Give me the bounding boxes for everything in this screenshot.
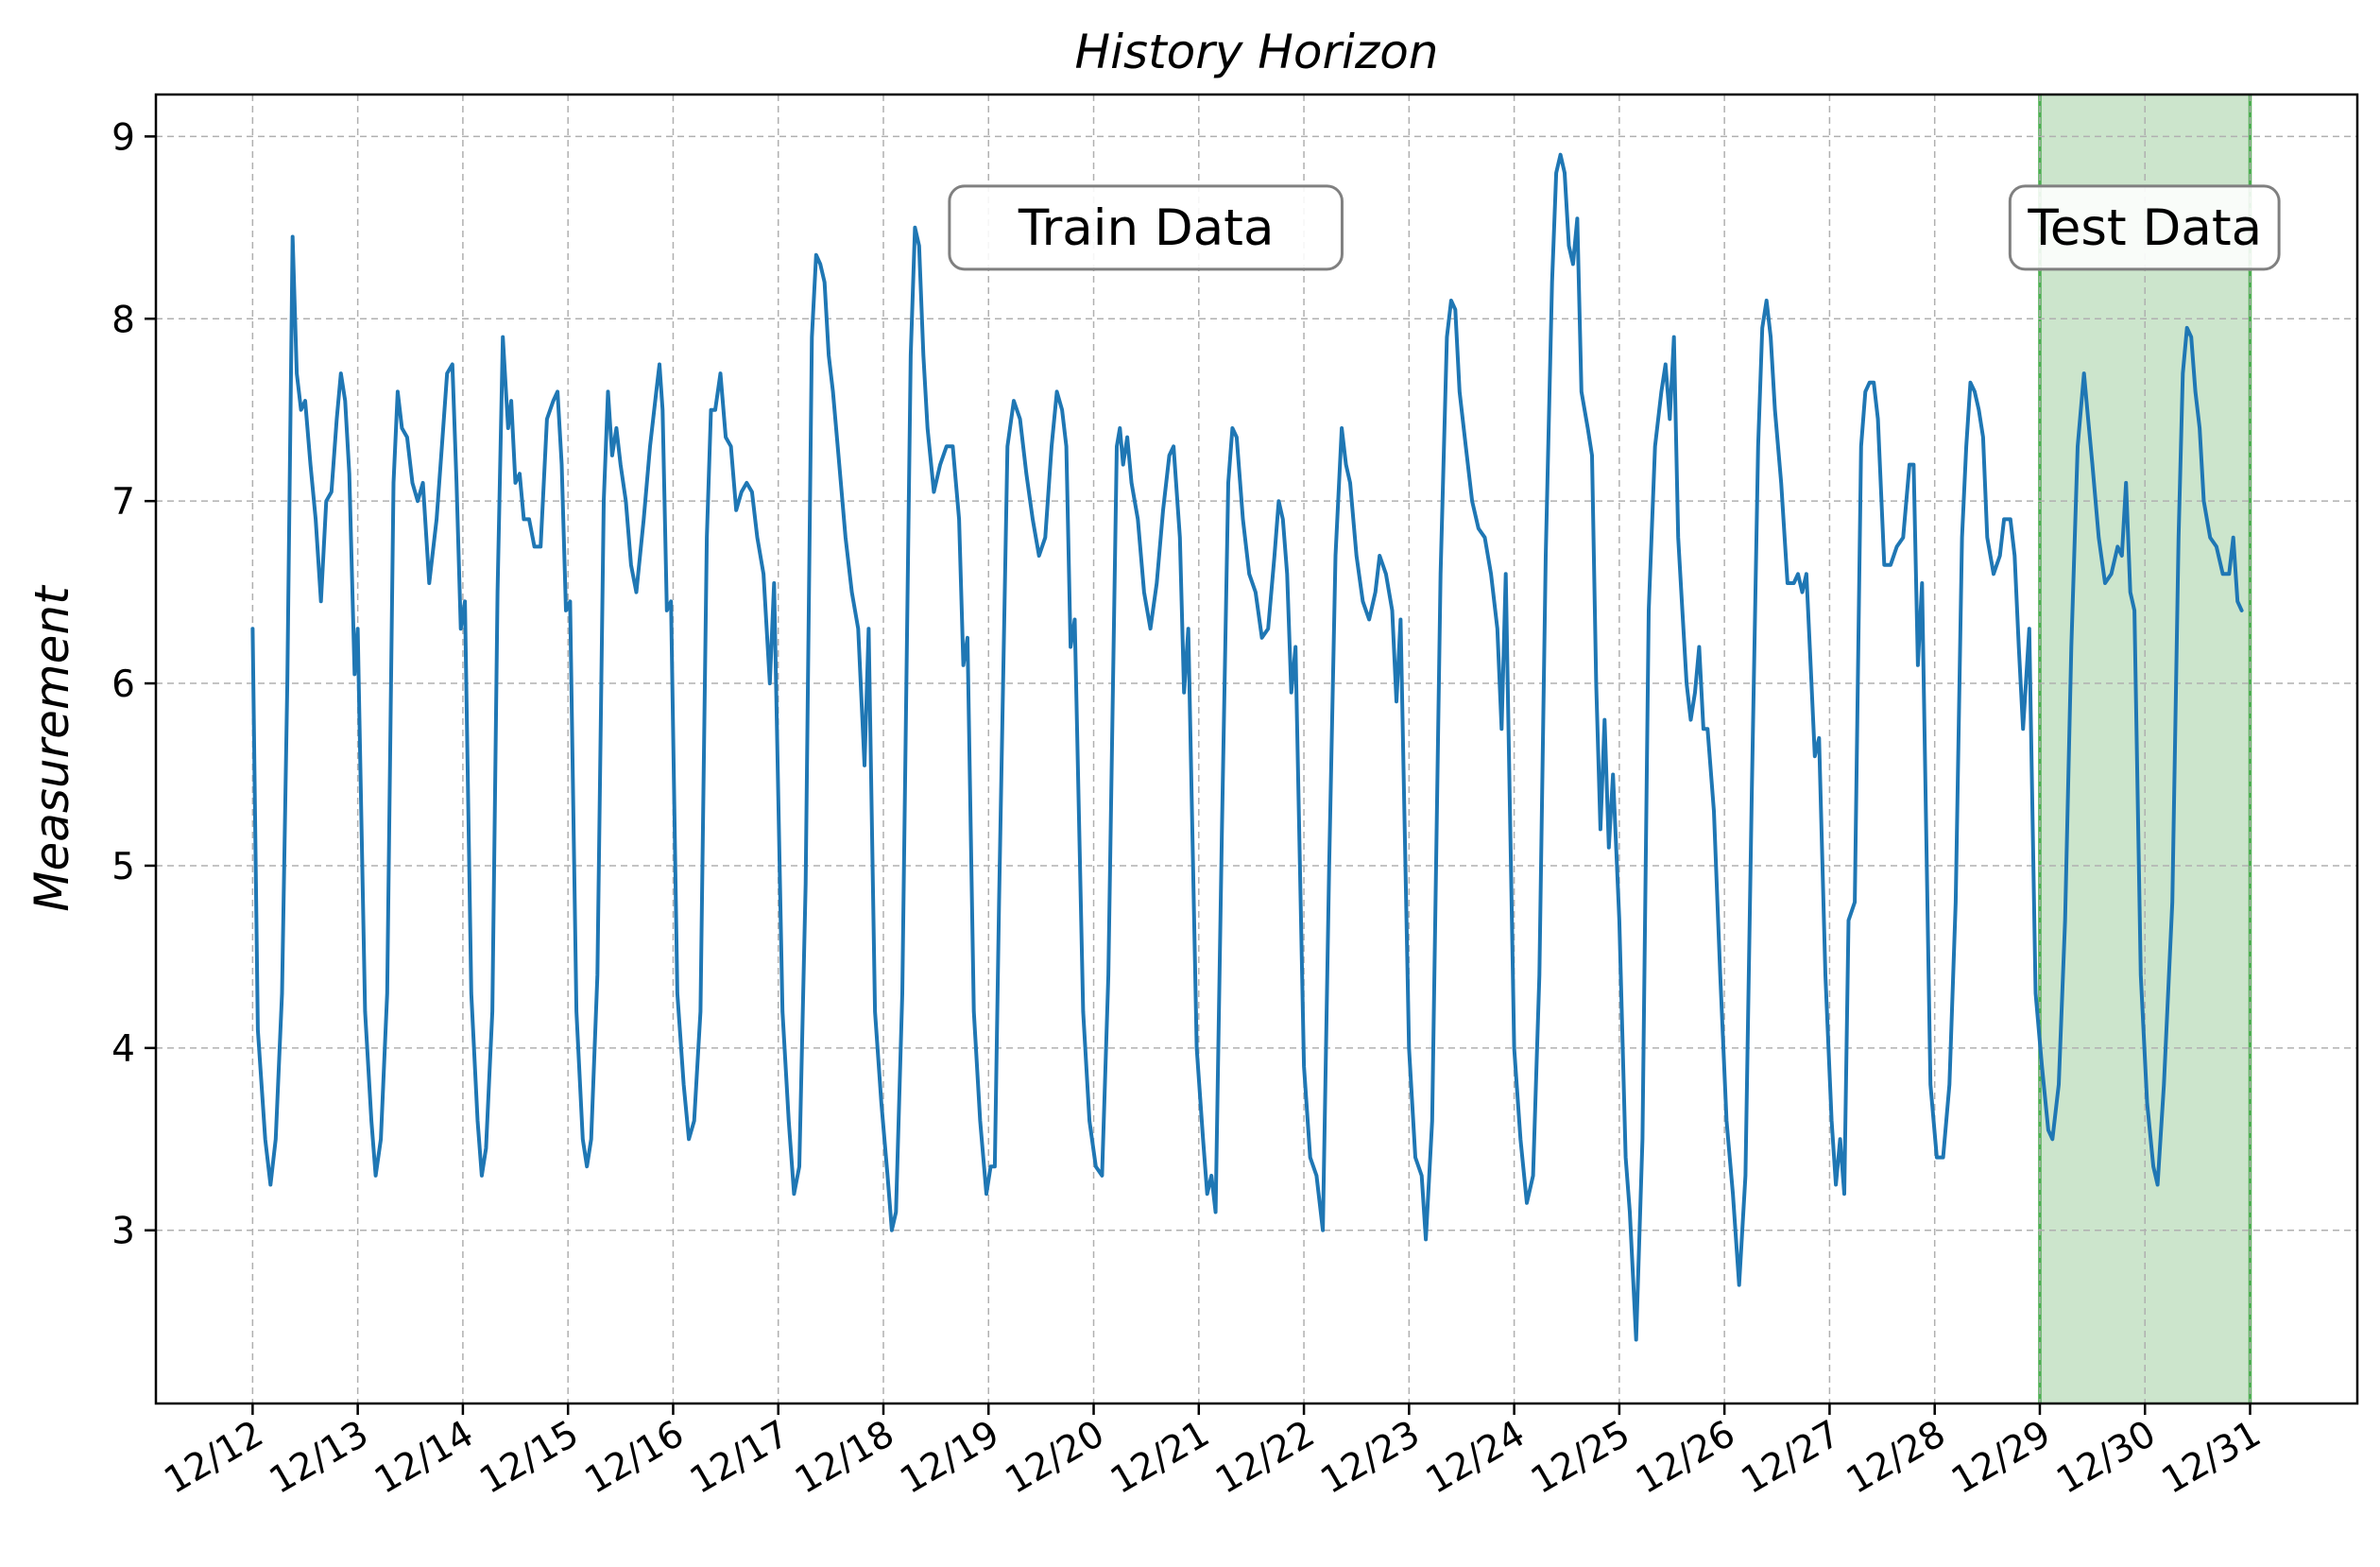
grid-lines [156, 95, 2357, 1403]
test-data-annotation: Test Data [2008, 184, 2281, 271]
y-tick-label: 7 [111, 481, 135, 524]
series-group [250, 152, 2244, 1342]
y-tick-label: 4 [111, 1028, 135, 1071]
y-tick-label: 3 [111, 1211, 135, 1253]
chart-title: History Horizon [1075, 25, 1439, 79]
train-data-annotation: Train Data [948, 184, 1344, 271]
series-line [250, 152, 2244, 1342]
y-tick-label: 5 [111, 846, 135, 888]
y-ticks: 3 4 5 6 7 8 9 [111, 116, 156, 1253]
axes-frame [154, 93, 2359, 1405]
annotation-box [948, 184, 1344, 271]
y-axis-label: Measurement [25, 584, 79, 912]
y-tick-label: 6 [111, 663, 135, 706]
y-tick-label: 8 [111, 299, 135, 341]
y-tick-label: 9 [111, 116, 135, 159]
annotation-label: Train Data [1018, 199, 1275, 257]
annotation-box [2008, 184, 2281, 271]
annotation-label: Test Data [2027, 199, 2262, 257]
annotations: Train Data Test Data [948, 184, 2281, 271]
